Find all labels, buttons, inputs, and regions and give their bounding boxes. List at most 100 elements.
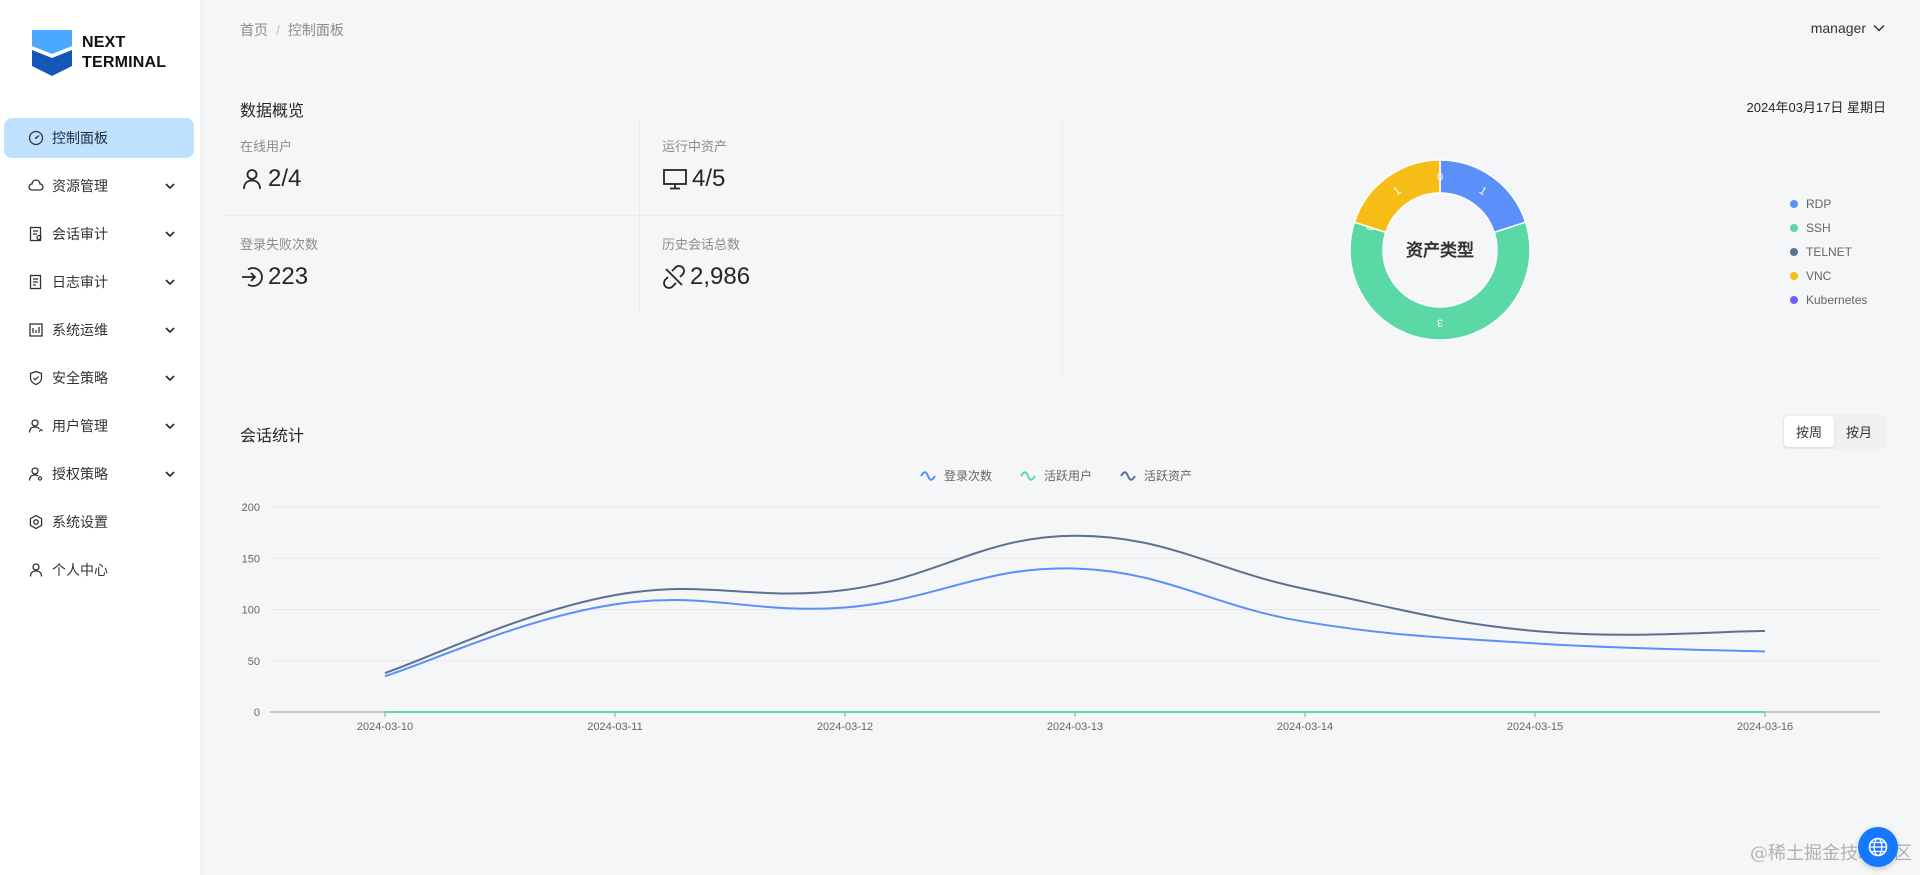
sidebar-item-settings[interactable]: 系统设置 <box>4 502 194 542</box>
sidebar-item-session-audit[interactable]: 会话审计 <box>4 214 194 254</box>
legend-item-telnet[interactable]: TELNET <box>1790 240 1867 264</box>
y-tick-label: 100 <box>242 605 260 617</box>
cloud-icon <box>28 179 44 191</box>
help-float-button[interactable] <box>1858 827 1898 867</box>
session-line-svg: 0 50 100 150 200 2024-03-10 2024-03-11 2024-03-… <box>242 502 1880 733</box>
gear-icon <box>29 514 43 530</box>
link-broken-icon <box>663 265 685 289</box>
donut-title: 资产类型 <box>1406 240 1474 260</box>
stat-running-assets: 运行中资产 4/5 <box>642 118 1063 215</box>
x-tick-label: 2024-03-16 <box>1737 721 1793 733</box>
legend-label: 登录次数 <box>944 469 993 483</box>
legend-wave-icon <box>920 470 936 481</box>
toggle-monthly[interactable]: 按月 <box>1845 425 1872 440</box>
legend-item[interactable]: 登录次数 <box>920 467 992 484</box>
sidebar-item-dashboard[interactable]: 控制面板 <box>4 118 194 158</box>
stat-value: 2/4 <box>268 165 302 192</box>
legend-item-kubernetes[interactable]: Kubernetes <box>1790 288 1867 312</box>
sidebar-item-label: 个人中心 <box>52 562 108 578</box>
x-tick-label: 2024-03-13 <box>1047 721 1103 733</box>
asset-type-legend: RDP SSH TELNET VNC Kubernetes <box>1790 192 1867 312</box>
user-manage-icon <box>28 419 43 433</box>
current-date: 2024年03月17日 星期日 <box>1746 100 1886 115</box>
pie-slice-ssh[interactable] <box>1349 221 1531 341</box>
legend-label: RDP <box>1806 197 1832 211</box>
legend-dot <box>1790 224 1798 232</box>
logo-line2: TERMINAL <box>82 54 167 71</box>
chevron-down-icon <box>165 183 175 190</box>
slice-label: 3 <box>1437 317 1443 329</box>
stat-label: 在线用户 <box>240 139 293 154</box>
chevron-down-icon <box>165 231 175 238</box>
sidebar-item-security[interactable]: 安全策略 <box>4 358 194 398</box>
sidebar: NEXT TERMINAL 控制面板 资源管理 会话审计 日志审计 <box>0 0 200 875</box>
legend-label: 活跃资产 <box>1144 469 1193 483</box>
legend-item-vnc[interactable]: VNC <box>1790 264 1867 288</box>
y-tick-label: 200 <box>242 502 260 514</box>
chevron-down-icon <box>165 375 175 382</box>
x-tick-label: 2024-03-11 <box>587 721 642 733</box>
pie-slice-vnc[interactable] <box>1353 159 1441 234</box>
sidebar-item-label: 系统设置 <box>52 514 108 530</box>
chevron-down-icon <box>165 279 175 286</box>
legend-dot <box>1790 272 1798 280</box>
audit-icon <box>29 226 42 242</box>
y-tick-label: 50 <box>248 656 260 668</box>
toggle-weekly[interactable]: 按周 <box>1783 416 1834 447</box>
legend-item[interactable]: 活跃用户 <box>1020 467 1092 484</box>
chevron-down-icon <box>165 327 175 334</box>
stat-label: 历史会话总数 <box>662 237 741 252</box>
legend-label: TELNET <box>1806 245 1853 259</box>
sidebar-item-label: 系统运维 <box>52 322 108 338</box>
stat-label: 运行中资产 <box>662 139 728 154</box>
slice-label: 0 <box>1437 172 1443 184</box>
sidebar-item-profile[interactable]: 个人中心 <box>4 550 194 590</box>
legend-item-rdp[interactable]: RDP <box>1790 192 1867 216</box>
legend-label: VNC <box>1806 269 1832 283</box>
divider <box>220 215 1062 216</box>
series-line-2 <box>384 534 1766 674</box>
sidebar-item-users[interactable]: 用户管理 <box>4 406 194 446</box>
stat-online-users: 在线用户 2/4 <box>220 118 641 215</box>
sidebar-item-resources[interactable]: 资源管理 <box>4 166 194 206</box>
chevron-down-icon <box>1873 24 1885 32</box>
sidebar-item-label: 授权策略 <box>52 466 108 482</box>
x-tick-label: 2024-03-14 <box>1277 721 1333 733</box>
sidebar-item-label: 安全策略 <box>52 370 108 386</box>
session-legend: 登录次数 活跃用户 活跃资产 <box>920 467 1220 484</box>
sidebar-item-label: 资源管理 <box>52 178 108 194</box>
legend-wave-icon <box>1020 470 1036 481</box>
stat-label: 登录失败次数 <box>240 237 319 252</box>
sidebar-item-log-audit[interactable]: 日志审计 <box>4 262 194 302</box>
legend-item[interactable]: 活跃资产 <box>1120 467 1192 484</box>
sidebar-item-label: 会话审计 <box>52 226 108 242</box>
stat-total-sessions: 历史会话总数 2,986 <box>642 216 1063 313</box>
legend-wave-icon <box>1120 470 1136 481</box>
breadcrumb-home[interactable]: 首页 <box>240 22 268 38</box>
legend-item-ssh[interactable]: SSH <box>1790 216 1867 240</box>
sidebar-item-label: 日志审计 <box>52 274 108 290</box>
sidebar-menu: 控制面板 资源管理 会话审计 日志审计 系统运维 <box>0 118 200 598</box>
stat-login-failures: 登录失败次数 223 <box>220 216 641 313</box>
y-tick-label: 150 <box>242 553 260 565</box>
stat-value: 2,986 <box>690 263 751 290</box>
legend-label: SSH <box>1806 221 1831 235</box>
sidebar-item-authorization[interactable]: 授权策略 <box>4 454 194 494</box>
user-icon <box>243 169 261 190</box>
globe-icon <box>1868 837 1888 857</box>
auth-icon <box>28 467 43 481</box>
username: manager <box>1810 20 1866 36</box>
sidebar-item-ops[interactable]: 系统运维 <box>4 310 194 350</box>
user-icon <box>29 563 43 577</box>
breadcrumb-current: 控制面板 <box>287 22 344 38</box>
legend-label: 活跃用户 <box>1044 469 1093 483</box>
user-menu[interactable]: manager <box>1811 20 1886 36</box>
period-toggle: 按周 按月 <box>1781 414 1886 449</box>
logo-text: NEXT TERMINAL <box>82 33 166 73</box>
login-icon <box>242 267 263 287</box>
logo[interactable]: NEXT TERMINAL <box>32 30 166 76</box>
divider <box>1062 118 1063 380</box>
breadcrumb: 首页 / 控制面板 <box>240 20 344 40</box>
session-line-chart: 0 50 100 150 200 2024-03-10 2024-03-11 2024-03-… <box>230 490 1890 750</box>
